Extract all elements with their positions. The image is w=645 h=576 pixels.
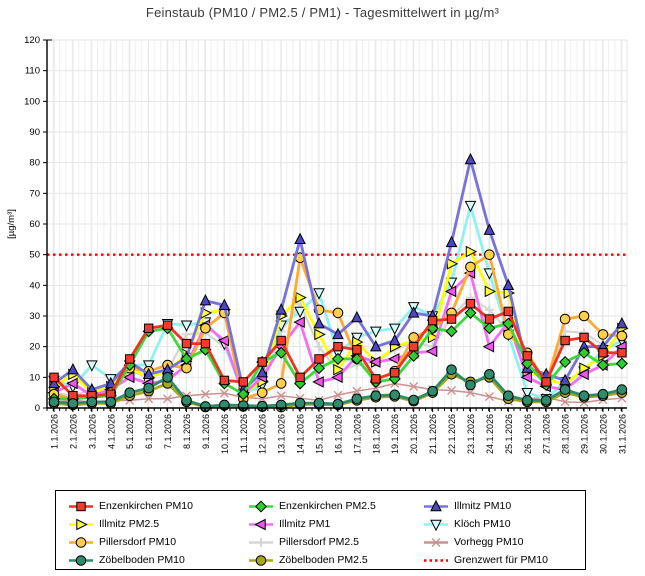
series-marker-sample xyxy=(424,519,448,531)
series-marker-sample xyxy=(424,499,448,511)
svg-text:24.1.2026: 24.1.2026 xyxy=(485,414,495,454)
svg-text:7.1.2026: 7.1.2026 xyxy=(163,414,173,449)
legend-item: Zöbelboden PM10 xyxy=(68,552,248,568)
svg-text:9.1.2026: 9.1.2026 xyxy=(201,414,211,449)
svg-text:17.1.2026: 17.1.2026 xyxy=(352,414,362,454)
svg-text:30: 30 xyxy=(29,311,40,322)
series-marker-sample xyxy=(249,499,273,513)
legend-label: Enzenkirchen PM2.5 xyxy=(279,500,376,512)
svg-text:120: 120 xyxy=(24,35,40,46)
svg-text:70: 70 xyxy=(29,188,40,199)
legend-item: Grenzwert für PM10 xyxy=(423,552,585,568)
svg-text:31.1.2026: 31.1.2026 xyxy=(617,414,627,454)
svg-text:26.1.2026: 26.1.2026 xyxy=(523,414,533,454)
series-marker-sample xyxy=(249,554,273,566)
svg-text:27.1.2026: 27.1.2026 xyxy=(542,414,552,454)
svg-text:29.1.2026: 29.1.2026 xyxy=(580,414,590,454)
svg-text:25.1.2026: 25.1.2026 xyxy=(504,414,514,454)
svg-text:2.1.2026: 2.1.2026 xyxy=(68,414,78,449)
svg-text:110: 110 xyxy=(25,66,40,77)
svg-text:8.1.2026: 8.1.2026 xyxy=(182,414,192,449)
svg-text:3.1.2026: 3.1.2026 xyxy=(87,414,97,449)
legend-label: Pillersdorf PM2.5 xyxy=(279,536,359,548)
svg-text:21.1.2026: 21.1.2026 xyxy=(428,414,438,454)
series-marker-sample xyxy=(424,537,448,547)
series-marker-sample xyxy=(69,554,93,566)
svg-text:20.1.2026: 20.1.2026 xyxy=(409,414,419,454)
legend-label: Grenzwert für PM10 xyxy=(454,554,548,566)
legend-label: Pillersdorf PM10 xyxy=(99,536,177,548)
legend-item: Klöch PM10 xyxy=(423,516,585,532)
line-chart: 0 10 20 30 40 50 60 70 80 90 100 110 120 [µg/m³] 1.1.2… xyxy=(6,35,629,454)
series-marker-sample xyxy=(69,501,93,511)
legend-label: Zöbelboden PM10 xyxy=(99,554,185,566)
legend-item: Zöbelboden PM2.5 xyxy=(248,552,423,568)
svg-text:0: 0 xyxy=(35,403,40,414)
svg-text:10: 10 xyxy=(29,372,40,383)
svg-text:28.1.2026: 28.1.2026 xyxy=(561,414,571,454)
svg-text:30.1.2026: 30.1.2026 xyxy=(598,414,608,454)
svg-text:23.1.2026: 23.1.2026 xyxy=(466,414,476,454)
svg-text:13.1.2026: 13.1.2026 xyxy=(277,414,287,454)
svg-text:5.1.2026: 5.1.2026 xyxy=(125,414,135,449)
grenzwert-line-sample xyxy=(424,558,448,562)
svg-text:40: 40 xyxy=(29,280,40,291)
legend-item: Enzenkirchen PM10 xyxy=(68,498,248,514)
svg-text:22.1.2026: 22.1.2026 xyxy=(447,414,457,454)
series-marker-sample xyxy=(249,537,273,547)
svg-text:16.1.2026: 16.1.2026 xyxy=(333,414,343,454)
svg-text:14.1.2026: 14.1.2026 xyxy=(296,414,306,454)
svg-text:18.1.2026: 18.1.2026 xyxy=(371,414,381,454)
svg-text:4.1.2026: 4.1.2026 xyxy=(106,414,116,449)
legend-label: Klöch PM10 xyxy=(454,518,511,530)
svg-text:90: 90 xyxy=(29,127,40,138)
series-marker-sample xyxy=(69,536,93,548)
svg-text:6.1.2026: 6.1.2026 xyxy=(144,414,154,449)
legend-label: Enzenkirchen PM10 xyxy=(99,500,193,512)
legend-label: Illmitz PM10 xyxy=(454,500,512,512)
legend-item: Illmitz PM1 xyxy=(248,516,423,532)
legend-item: Illmitz PM10 xyxy=(423,498,585,514)
legend-item: Vorhegg PM10 xyxy=(423,534,585,550)
chart-title: Feinstaub (PM10 / PM2.5 / PM1) - Tagesmi… xyxy=(145,5,500,20)
y-axis-label: [µg/m³] xyxy=(6,209,17,239)
svg-text:12.1.2026: 12.1.2026 xyxy=(258,414,268,454)
legend-label: Vorhegg PM10 xyxy=(454,536,524,548)
svg-text:60: 60 xyxy=(29,219,40,230)
series-marker-sample xyxy=(249,518,273,530)
series-enzenkirchen-pm10 xyxy=(49,299,627,401)
legend-label: Illmitz PM2.5 xyxy=(99,518,160,530)
legend-item: Enzenkirchen PM2.5 xyxy=(248,498,423,514)
legend-label: Zöbelboden PM2.5 xyxy=(279,554,368,566)
svg-text:10.1.2026: 10.1.2026 xyxy=(220,414,230,454)
svg-text:19.1.2026: 19.1.2026 xyxy=(390,414,400,454)
legend-item: Illmitz PM2.5 xyxy=(68,516,248,532)
legend-item: Pillersdorf PM10 xyxy=(68,534,248,550)
svg-text:50: 50 xyxy=(29,250,40,261)
legend-item: Pillersdorf PM2.5 xyxy=(248,534,423,550)
svg-text:20: 20 xyxy=(29,342,40,353)
chart-legend: Enzenkirchen PM10 Enzenkirchen PM2.5 Illmi… xyxy=(55,490,586,570)
svg-text:80: 80 xyxy=(29,158,40,169)
legend-label: Illmitz PM1 xyxy=(279,518,331,530)
svg-text:15.1.2026: 15.1.2026 xyxy=(315,414,325,454)
svg-text:1.1.2026: 1.1.2026 xyxy=(50,414,60,449)
series-marker-sample xyxy=(69,518,93,530)
svg-text:11.1.2026: 11.1.2026 xyxy=(239,414,249,453)
svg-text:100: 100 xyxy=(24,96,40,107)
